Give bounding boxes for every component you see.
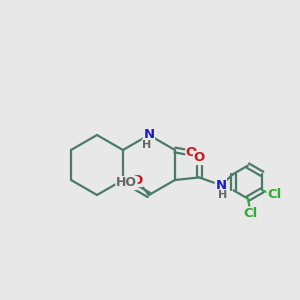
Text: Cl: Cl [244,207,258,220]
Text: HO: HO [116,176,137,190]
Text: H: H [142,140,152,150]
Text: H: H [218,190,227,200]
Text: O: O [194,152,205,164]
Text: Cl: Cl [267,188,281,201]
Text: N: N [143,128,155,142]
Text: N: N [215,178,226,192]
Text: O: O [131,173,142,187]
Text: O: O [186,146,197,160]
